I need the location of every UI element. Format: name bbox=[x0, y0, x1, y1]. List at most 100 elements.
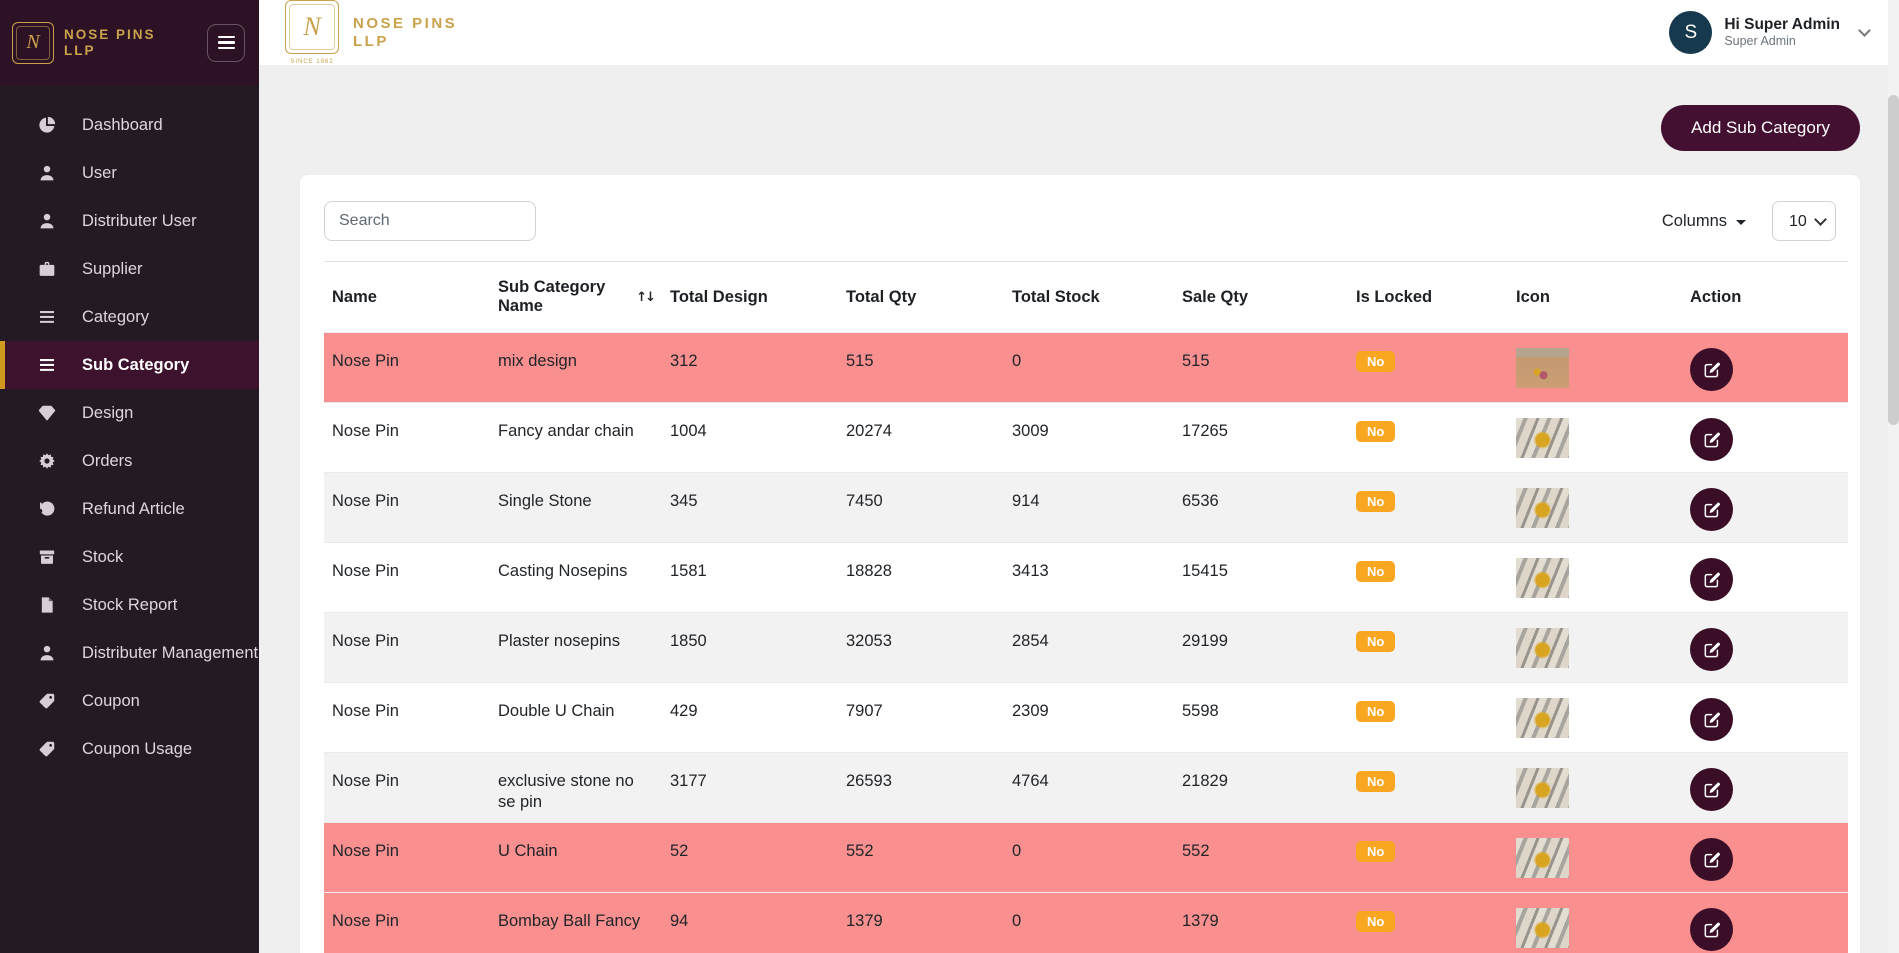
gold-nose-pin-on-striped-cloth bbox=[1516, 418, 1569, 458]
sidebar-item-orders[interactable]: Orders bbox=[0, 437, 259, 485]
table-row: Nose Pin exclusive stone no se pin 3177 … bbox=[324, 753, 1848, 823]
edit-pencil-icon bbox=[1702, 850, 1722, 870]
cell-total-stock: 914 bbox=[1004, 473, 1174, 543]
edit-button[interactable] bbox=[1690, 698, 1733, 741]
sidebar-item-user[interactable]: User bbox=[0, 149, 259, 197]
gold-nose-pin-on-striped-cloth bbox=[1516, 838, 1569, 878]
cell-is-locked: No bbox=[1348, 683, 1508, 753]
brand-emblem-icon: N bbox=[285, 0, 339, 54]
edit-pencil-icon bbox=[1702, 920, 1722, 940]
cell-total-qty: 20274 bbox=[838, 403, 1004, 473]
sidebar-toggle-button[interactable] bbox=[207, 24, 245, 62]
chevron-down-icon bbox=[1858, 24, 1871, 37]
gold-nose-pin-on-striped-cloth bbox=[1516, 488, 1569, 528]
edit-pencil-icon bbox=[1702, 360, 1722, 380]
edit-button[interactable] bbox=[1690, 838, 1733, 881]
cell-total-qty: 7907 bbox=[838, 683, 1004, 753]
column-header-total-qty: Total Qty bbox=[838, 262, 1004, 333]
avatar: S bbox=[1669, 11, 1712, 54]
is-locked-badge: No bbox=[1356, 631, 1395, 652]
edit-button[interactable] bbox=[1690, 768, 1733, 811]
sidebar-item-dashboard[interactable]: Dashboard bbox=[0, 101, 259, 149]
column-header-sub-category-name[interactable]: Sub Category Name↑↓ bbox=[490, 262, 662, 333]
cell-total-stock: 3009 bbox=[1004, 403, 1174, 473]
cell-total-qty: 1379 bbox=[838, 893, 1004, 953]
sidebar-item-distributer-management[interactable]: Distributer Management bbox=[0, 629, 259, 677]
sort-icon[interactable]: ↑↓ bbox=[636, 290, 654, 305]
is-locked-badge: No bbox=[1356, 561, 1395, 582]
gold-nose-pins-on-tan-surface bbox=[1516, 348, 1569, 388]
cell-is-locked: No bbox=[1348, 333, 1508, 403]
cell-action bbox=[1682, 683, 1848, 753]
tag-icon bbox=[36, 739, 57, 760]
sub-category-card: Columns 10 NameSub bbox=[300, 175, 1860, 953]
cell-action bbox=[1682, 753, 1848, 823]
table-toolbar: Columns 10 bbox=[324, 201, 1836, 241]
cell-sale-qty: 17265 bbox=[1174, 403, 1348, 473]
cell-is-locked: No bbox=[1348, 893, 1508, 953]
cell-name: Nose Pin bbox=[324, 403, 490, 473]
sidebar-item-coupon[interactable]: Coupon bbox=[0, 677, 259, 725]
cell-name: Nose Pin bbox=[324, 683, 490, 753]
sidebar-item-design[interactable]: Design bbox=[0, 389, 259, 437]
cell-icon bbox=[1508, 403, 1682, 473]
search-input[interactable] bbox=[324, 201, 536, 241]
is-locked-badge: No bbox=[1356, 351, 1395, 372]
brand-name-line1: NOSE PINS bbox=[64, 27, 156, 43]
user-menu[interactable]: S Hi Super Admin Super Admin bbox=[1669, 11, 1869, 54]
columns-dropdown-button[interactable]: Columns bbox=[1662, 212, 1746, 231]
cell-sale-qty: 21829 bbox=[1174, 753, 1348, 823]
table-row: Nose Pin mix design 312 515 0 515 No bbox=[324, 333, 1848, 403]
sidebar-item-distributer-user[interactable]: Distributer User bbox=[0, 197, 259, 245]
table-row: Nose Pin Casting Nosepins 1581 18828 341… bbox=[324, 543, 1848, 613]
cell-total-stock: 3413 bbox=[1004, 543, 1174, 613]
cell-sale-qty: 5598 bbox=[1174, 683, 1348, 753]
cell-action bbox=[1682, 403, 1848, 473]
sidebar-brand: N NOSE PINS LLP bbox=[12, 22, 156, 64]
user-icon bbox=[36, 211, 57, 232]
sidebar-item-stock-report[interactable]: Stock Report bbox=[0, 581, 259, 629]
sidebar-item-supplier[interactable]: Supplier bbox=[0, 245, 259, 293]
add-sub-category-button[interactable]: Add Sub Category bbox=[1661, 105, 1860, 151]
sidebar-item-sub-category[interactable]: Sub Category bbox=[0, 341, 259, 389]
is-locked-badge: No bbox=[1356, 841, 1395, 862]
cell-sub-category-name: exclusive stone no se pin bbox=[490, 753, 662, 823]
column-header-action: Action bbox=[1682, 262, 1848, 333]
edit-button[interactable] bbox=[1690, 348, 1733, 391]
edit-button[interactable] bbox=[1690, 418, 1733, 461]
sidebar-item-coupon-usage[interactable]: Coupon Usage bbox=[0, 725, 259, 773]
table-row: Nose Pin Single Stone 345 7450 914 6536 … bbox=[324, 473, 1848, 543]
cell-sub-category-name: Plaster nosepins bbox=[490, 613, 662, 683]
sidebar-item-stock[interactable]: Stock bbox=[0, 533, 259, 581]
page-size-select[interactable]: 10 bbox=[1772, 201, 1836, 241]
cell-icon bbox=[1508, 473, 1682, 543]
sidebar-item-category[interactable]: Category bbox=[0, 293, 259, 341]
edit-button[interactable] bbox=[1690, 628, 1733, 671]
cell-sub-category-name: Double U Chain bbox=[490, 683, 662, 753]
cell-name: Nose Pin bbox=[324, 753, 490, 823]
cell-total-qty: 7450 bbox=[838, 473, 1004, 543]
cell-name: Nose Pin bbox=[324, 333, 490, 403]
edit-pencil-icon bbox=[1702, 430, 1722, 450]
edit-button[interactable] bbox=[1690, 558, 1733, 601]
sidebar-item-refund-article[interactable]: Refund Article bbox=[0, 485, 259, 533]
edit-pencil-icon bbox=[1702, 640, 1722, 660]
cell-total-stock: 0 bbox=[1004, 333, 1174, 403]
edit-button[interactable] bbox=[1690, 488, 1733, 531]
flower-icon bbox=[36, 451, 57, 472]
cell-sale-qty: 29199 bbox=[1174, 613, 1348, 683]
cell-total-qty: 552 bbox=[838, 823, 1004, 893]
undo-icon bbox=[36, 499, 57, 520]
gold-nose-pin-on-striped-cloth bbox=[1516, 698, 1569, 738]
cell-total-design: 3177 bbox=[662, 753, 838, 823]
cell-action bbox=[1682, 613, 1848, 683]
briefcase-icon bbox=[36, 259, 57, 280]
scrollbar-thumb[interactable] bbox=[1888, 95, 1899, 425]
cell-action bbox=[1682, 823, 1848, 893]
page-content: Add Sub Category Columns 10 bbox=[259, 65, 1899, 953]
edit-button[interactable] bbox=[1690, 908, 1733, 951]
cell-is-locked: No bbox=[1348, 753, 1508, 823]
page-scrollbar[interactable] bbox=[1888, 0, 1899, 953]
cell-total-design: 1581 bbox=[662, 543, 838, 613]
cell-sale-qty: 515 bbox=[1174, 333, 1348, 403]
